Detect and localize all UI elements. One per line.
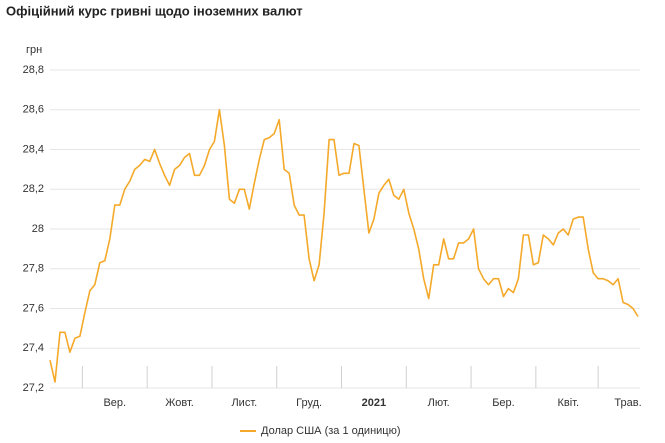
x-tick-label: Квіт. <box>557 397 579 409</box>
x-tick-label: Лют. <box>428 397 450 409</box>
y-tick-label: 28 <box>32 223 44 235</box>
chart-title: Офіційний курс гривні щодо іноземних вал… <box>6 3 303 18</box>
x-tick-label: Груд. <box>296 397 322 409</box>
y-tick-label: 27,8 <box>23 263 44 275</box>
x-tick-label: Вер. <box>103 397 126 409</box>
data-line <box>49 108 639 383</box>
y-axis-label: грн <box>26 44 42 56</box>
y-tick-label: 27,4 <box>23 342 44 354</box>
x-tick-label: 2021 <box>362 397 386 409</box>
y-tick-label: 27,6 <box>23 302 44 314</box>
x-tick-label: Трав. <box>614 397 641 409</box>
x-tick-label: Жовт. <box>165 397 194 409</box>
y-tick-label: 28,4 <box>23 143 44 155</box>
y-tick-label: 27,2 <box>23 382 44 394</box>
y-tick-label: 28,2 <box>23 183 44 195</box>
x-tick-label: Лист. <box>231 397 257 409</box>
y-tick-label: 28,6 <box>23 104 44 116</box>
y-tick-label: 28,8 <box>23 64 44 76</box>
legend-label: Долар США (за 1 одиницю) <box>261 425 401 437</box>
x-tick-label: Бер. <box>492 397 515 409</box>
